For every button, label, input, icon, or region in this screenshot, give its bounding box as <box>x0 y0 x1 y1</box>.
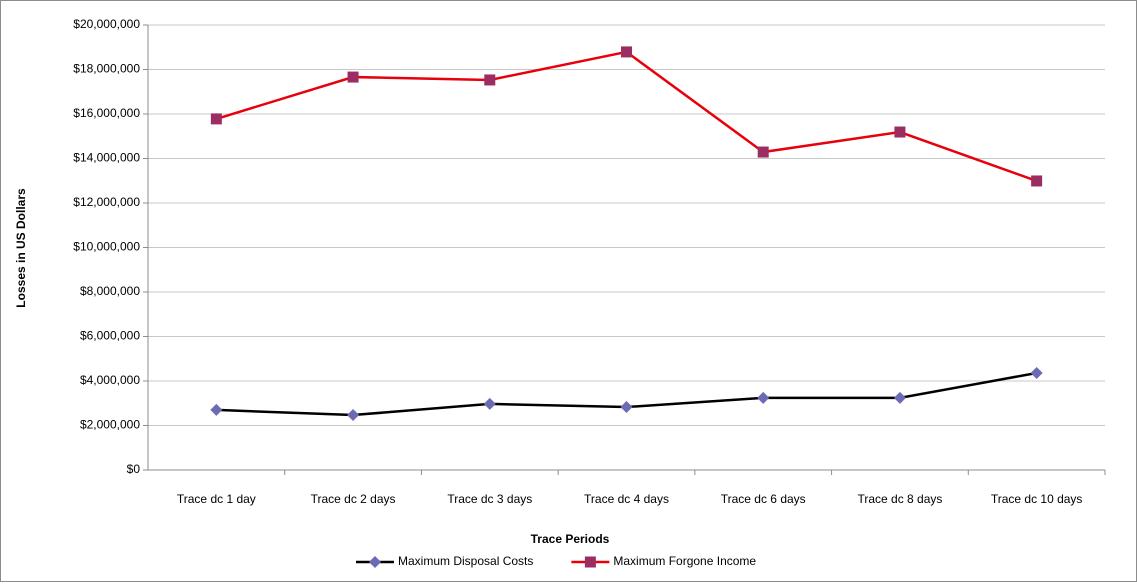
data-point <box>347 71 359 83</box>
x-tick-label: Trace dc 10 days <box>991 492 1083 506</box>
data-point <box>893 391 906 404</box>
data-point <box>484 74 496 86</box>
x-tick-label: Trace dc 2 days <box>311 492 396 506</box>
y-axis-title: Losses in US Dollars <box>14 188 28 308</box>
y-tick-label: $14,000,000 <box>73 151 140 165</box>
data-point <box>1030 366 1043 379</box>
data-point <box>894 126 906 138</box>
data-point <box>483 397 496 410</box>
x-tick-label: Trace dc 4 days <box>584 492 669 506</box>
x-tick-label: Trace dc 1 day <box>177 492 256 506</box>
x-axis-title: Trace Periods <box>531 532 610 546</box>
y-tick-label: $18,000,000 <box>73 62 140 76</box>
y-tick-label: $10,000,000 <box>73 240 140 254</box>
data-point <box>210 113 222 125</box>
y-tick-label: $6,000,000 <box>80 329 140 343</box>
data-point <box>757 146 769 158</box>
y-tick-label: $2,000,000 <box>80 418 140 432</box>
data-point <box>620 401 633 414</box>
legend-marker <box>369 556 381 568</box>
data-point <box>757 391 770 404</box>
x-tick-label: Trace dc 8 days <box>857 492 942 506</box>
y-tick-label: $4,000,000 <box>80 373 140 387</box>
y-tick-label: $20,000,000 <box>73 17 140 31</box>
legend-marker <box>584 556 596 568</box>
y-tick-label: $16,000,000 <box>73 106 140 120</box>
data-point <box>347 409 360 422</box>
x-tick-label: Trace dc 6 days <box>721 492 806 506</box>
legend-label: Maximum Forgone Income <box>613 554 756 568</box>
x-tick-label: Trace dc 3 days <box>447 492 532 506</box>
data-point <box>621 46 632 58</box>
y-tick-label: $0 <box>127 462 141 476</box>
y-tick-label: $12,000,000 <box>73 195 140 209</box>
data-point <box>210 403 223 416</box>
data-point <box>1031 175 1043 187</box>
legend-label: Maximum Disposal Costs <box>398 554 533 568</box>
y-tick-label: $8,000,000 <box>80 284 140 298</box>
